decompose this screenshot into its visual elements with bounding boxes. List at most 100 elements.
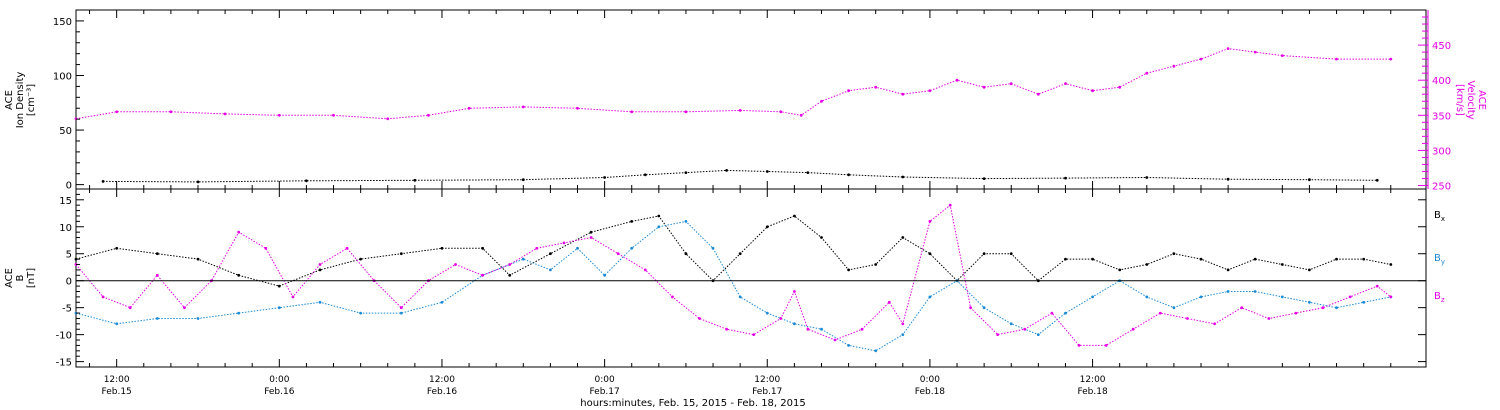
series-bx-point [928, 252, 932, 256]
series-bx-point [549, 252, 552, 256]
x-tick-label-time: 0:00 [269, 375, 289, 385]
series-bx-point [277, 284, 281, 288]
top-right-axis-label-line1: ACE [1476, 90, 1487, 110]
series-velocity-point [630, 110, 634, 114]
series-bx-point [1064, 257, 1067, 261]
series-by-point [115, 322, 119, 326]
series-velocity-point [928, 89, 932, 93]
series-by-point [1199, 295, 1203, 299]
series-ion-density-point [725, 169, 728, 172]
series-by-point [711, 246, 715, 250]
series-bx-point [155, 252, 159, 256]
series-by-point [603, 273, 606, 277]
series-velocity-point [799, 113, 803, 117]
series-bz-point [616, 252, 620, 256]
series-bz-point [237, 230, 241, 234]
series-by-point [820, 327, 823, 331]
bottom-panel-plot [74, 203, 1393, 353]
series-by-point [684, 220, 688, 223]
series-bz-point [1321, 306, 1325, 310]
series-bz-point [833, 338, 837, 342]
x-tick-label-date: Feb.17 [589, 387, 619, 397]
bottom-tick-label: -5 [62, 304, 72, 315]
series-velocity-point [779, 110, 783, 114]
series-bz-point [1104, 344, 1108, 347]
series-bx-point [1145, 263, 1149, 266]
series-bx-point [589, 230, 593, 234]
series-by-point [1091, 295, 1094, 299]
series-ion-density-point [901, 175, 905, 179]
series-bx-point [847, 268, 850, 272]
series-bz-point [1375, 284, 1379, 288]
series-velocity-point [1253, 50, 1257, 54]
series-velocity-point [820, 99, 823, 103]
series-bx-line [75, 215, 1391, 287]
series-bz-point [1077, 344, 1081, 347]
series-ion-density-point [982, 177, 986, 181]
series-by-point [399, 311, 403, 315]
series-bx-point [115, 246, 119, 250]
series-ion-density-point [305, 179, 308, 183]
series-bx-point [481, 246, 484, 250]
x-tick-label-time: 12:00 [754, 375, 780, 385]
series-bx-point [318, 268, 322, 272]
series-bx-point [901, 236, 905, 239]
legend-bz: Bz [1434, 291, 1445, 304]
series-velocity-line [75, 48, 1391, 120]
series-bx-point [237, 273, 241, 277]
series-bz-point [183, 306, 186, 310]
series-velocity-point [1226, 47, 1230, 50]
series-velocity-point [427, 113, 430, 117]
x-axis-title: hours:minutes, Feb. 15, 2015 - Feb. 18, … [580, 398, 805, 409]
series-ion-density-point [603, 176, 606, 179]
series-bz-point [1158, 311, 1162, 315]
series-by-point [549, 268, 552, 272]
series-velocity-point [874, 85, 878, 89]
series-bz-point [454, 263, 457, 266]
series-bx-point [1362, 257, 1366, 261]
series-ion-density-point [1308, 178, 1311, 182]
top-panel-plot [74, 47, 1393, 184]
series-by-point [738, 295, 742, 299]
series-ion-density-point [1064, 176, 1067, 180]
series-bx-point [1226, 268, 1230, 272]
series-bz-point [318, 263, 322, 266]
series-bx-point [1389, 263, 1393, 266]
series-by-point [874, 349, 878, 353]
top-right-axis-label-line2: Velocity [1465, 80, 1476, 119]
series-velocity-point [169, 110, 173, 114]
series-bx-point [874, 263, 878, 266]
series-velocity-point [1118, 85, 1122, 89]
series-bz-point [643, 268, 647, 272]
x-tick-label-date: Feb.18 [915, 387, 946, 397]
series-bz-point [508, 263, 512, 266]
series-velocity-point [521, 105, 525, 109]
series-by-point [901, 333, 905, 336]
series-ion-density-point [1145, 176, 1149, 179]
series-velocity-point [467, 106, 471, 110]
legend: Bx By Bz [1434, 210, 1445, 304]
bottom-tick-label: 0 [66, 277, 72, 288]
series-bz-line [75, 204, 1392, 346]
series-bz-point [481, 273, 484, 277]
top-left-tick-label: 50 [59, 126, 72, 137]
legend-bx: Bx [1434, 210, 1445, 223]
series-bx-point [1253, 257, 1257, 261]
series-bx-point [1335, 257, 1338, 261]
series-bx-point [684, 252, 688, 256]
series-velocity-point [1199, 57, 1203, 61]
series-by-line [75, 220, 1391, 352]
bottom-axis-label-line3: [nT] [26, 268, 37, 288]
series-by-point [928, 295, 932, 299]
series-ion-density-point [806, 171, 810, 175]
series-bz-point [562, 241, 566, 245]
bottom-axis-label-line2: B [15, 274, 26, 281]
top-left-tick-label: 150 [53, 17, 72, 28]
x-tick-label-time: 12:00 [1080, 375, 1106, 385]
x-tick-label-date: Feb.15 [102, 387, 132, 397]
series-velocity-point [332, 113, 335, 117]
series-ion-density-point [101, 180, 105, 183]
series-bx-point [1009, 252, 1013, 256]
series-velocity-point [1036, 92, 1040, 96]
series-bz-point [996, 333, 1000, 336]
